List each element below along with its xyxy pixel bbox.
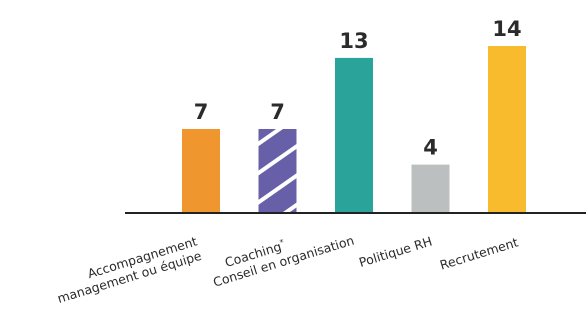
bar-value-label-0: 7 — [194, 100, 209, 124]
bar-value-label-4: 14 — [492, 17, 521, 41]
bar-2 — [335, 57, 373, 213]
bar-value-label-2: 13 — [339, 29, 368, 53]
bar-value-label-1: 7 — [270, 100, 285, 124]
bar-1 — [258, 129, 297, 212]
category-label-line: Recrutement — [438, 234, 520, 272]
bar-0 — [182, 129, 220, 212]
category-label-4: Recrutement — [438, 234, 520, 272]
bars-layer — [182, 46, 526, 213]
bar-4 — [488, 46, 526, 212]
category-label-3: Politique RH — [357, 234, 434, 270]
bar-value-label-3: 4 — [423, 136, 438, 160]
bar-3 — [411, 164, 450, 212]
category-label-line: Politique RH — [357, 234, 434, 270]
